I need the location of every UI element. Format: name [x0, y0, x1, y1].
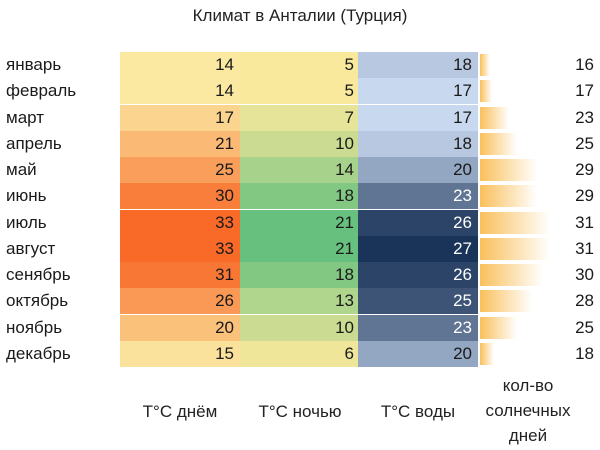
day-temp-cell: 31: [120, 262, 240, 288]
water-temp-cell: 17: [358, 104, 478, 131]
sunny-days-value: 29: [575, 160, 594, 179]
header-sun-line2: солнечных: [485, 401, 571, 420]
header-sun-line1: кол-во: [502, 376, 554, 395]
water-temp-cell: 18: [358, 130, 478, 157]
day-temp-cell: 33: [120, 209, 240, 236]
sunny-days-value: 17: [575, 81, 594, 101]
sunny-days-bar: [480, 132, 517, 155]
sunny-days-value: 31: [575, 238, 594, 258]
water-temp-cell: 27: [358, 235, 478, 262]
sunny-days-bar: [480, 106, 509, 129]
sunny-days-bar: [480, 342, 494, 365]
month-label: сенябрь: [6, 265, 71, 284]
water-temp-cell: 23: [358, 314, 478, 341]
sunny-days-value: 16: [575, 55, 594, 74]
sunny-days-bar: [480, 159, 537, 181]
night-temp-cell: 10: [240, 130, 358, 157]
night-temp-cell: 18: [240, 262, 358, 288]
sunny-days-bar: [480, 54, 490, 76]
night-temp-cell: 18: [240, 183, 358, 210]
sunny-days-value: 25: [575, 317, 594, 337]
night-temp-cell: 7: [240, 104, 358, 131]
sunny-days-bar: [480, 185, 537, 208]
table-row: июль 33 21 26 31: [0, 209, 600, 236]
night-temp-cell: 21: [240, 209, 358, 236]
table-row: июнь 30 18 23 29: [0, 183, 600, 210]
sunny-days-value: 18: [575, 343, 594, 363]
table-row: январь 14 5 18 16: [0, 52, 600, 78]
day-temp-cell: 26: [120, 288, 240, 315]
water-temp-cell: 25: [358, 288, 478, 315]
sunny-days-bar: [480, 237, 550, 260]
day-temp-cell: 21: [120, 130, 240, 157]
table-row: сенябрь 31 18 26 30: [0, 262, 600, 288]
month-label: февраль: [6, 81, 77, 101]
header-day: T°C днём: [142, 402, 218, 421]
sunny-days-bar: [480, 316, 517, 339]
table-row: март 17 7 17 23: [0, 104, 600, 131]
table-row: май 25 14 20 29: [0, 157, 600, 183]
sunny-days-value: 30: [575, 265, 594, 284]
water-temp-cell: 23: [358, 183, 478, 210]
sunny-days-bar: [480, 264, 543, 286]
sunny-days-value: 28: [575, 291, 594, 311]
table-row: август 33 21 27 31: [0, 235, 600, 262]
sunny-days-bar: [480, 211, 550, 234]
month-label: октябрь: [6, 291, 69, 311]
sunny-days-bar: [480, 290, 532, 313]
month-label: март: [6, 107, 45, 127]
table-row: ноябрь 20 10 23 25: [0, 314, 600, 341]
month-label: июль: [6, 212, 47, 232]
water-temp-cell: 26: [358, 209, 478, 236]
month-label: январь: [6, 55, 62, 74]
sunny-days-value: 31: [575, 212, 594, 232]
day-temp-cell: 17: [120, 104, 240, 131]
header-night: T°C ночью: [258, 402, 342, 421]
month-label: май: [6, 160, 37, 179]
night-temp-cell: 5: [240, 52, 358, 78]
night-temp-cell: 5: [240, 78, 358, 105]
day-temp-cell: 14: [120, 78, 240, 105]
night-temp-cell: 6: [240, 340, 358, 367]
night-temp-cell: 21: [240, 235, 358, 262]
chart-title: Климат в Анталии (Турция): [192, 6, 408, 25]
sunny-days-value: 23: [575, 107, 594, 127]
night-temp-cell: 10: [240, 314, 358, 341]
table-row: апрель 21 10 18 25: [0, 130, 600, 157]
day-temp-cell: 30: [120, 183, 240, 210]
month-label: август: [6, 238, 56, 258]
table-row: октябрь 26 13 25 28: [0, 288, 600, 315]
table-row: декабрь 15 6 20 18: [0, 340, 600, 367]
night-temp-cell: 14: [240, 157, 358, 183]
water-temp-cell: 17: [358, 78, 478, 105]
month-label: июнь: [6, 186, 47, 206]
night-temp-cell: 13: [240, 288, 358, 315]
header-water: T°C воды: [380, 402, 456, 421]
water-temp-cell: 20: [358, 157, 478, 183]
water-temp-cell: 18: [358, 52, 478, 78]
header-sun-line3: дней: [508, 426, 548, 445]
water-temp-cell: 26: [358, 262, 478, 288]
sunny-days-value: 29: [575, 186, 594, 206]
table-row: февраль 14 5 17 17: [0, 78, 600, 105]
day-temp-cell: 25: [120, 157, 240, 183]
day-temp-cell: 33: [120, 235, 240, 262]
month-label: декабрь: [6, 343, 71, 363]
month-label: апрель: [6, 133, 62, 153]
month-label: ноябрь: [6, 317, 63, 337]
day-temp-cell: 14: [120, 52, 240, 78]
day-temp-cell: 20: [120, 314, 240, 341]
day-temp-cell: 15: [120, 340, 240, 367]
water-temp-cell: 20: [358, 340, 478, 367]
sunny-days-bar: [480, 80, 492, 103]
sunny-days-value: 25: [575, 133, 594, 153]
